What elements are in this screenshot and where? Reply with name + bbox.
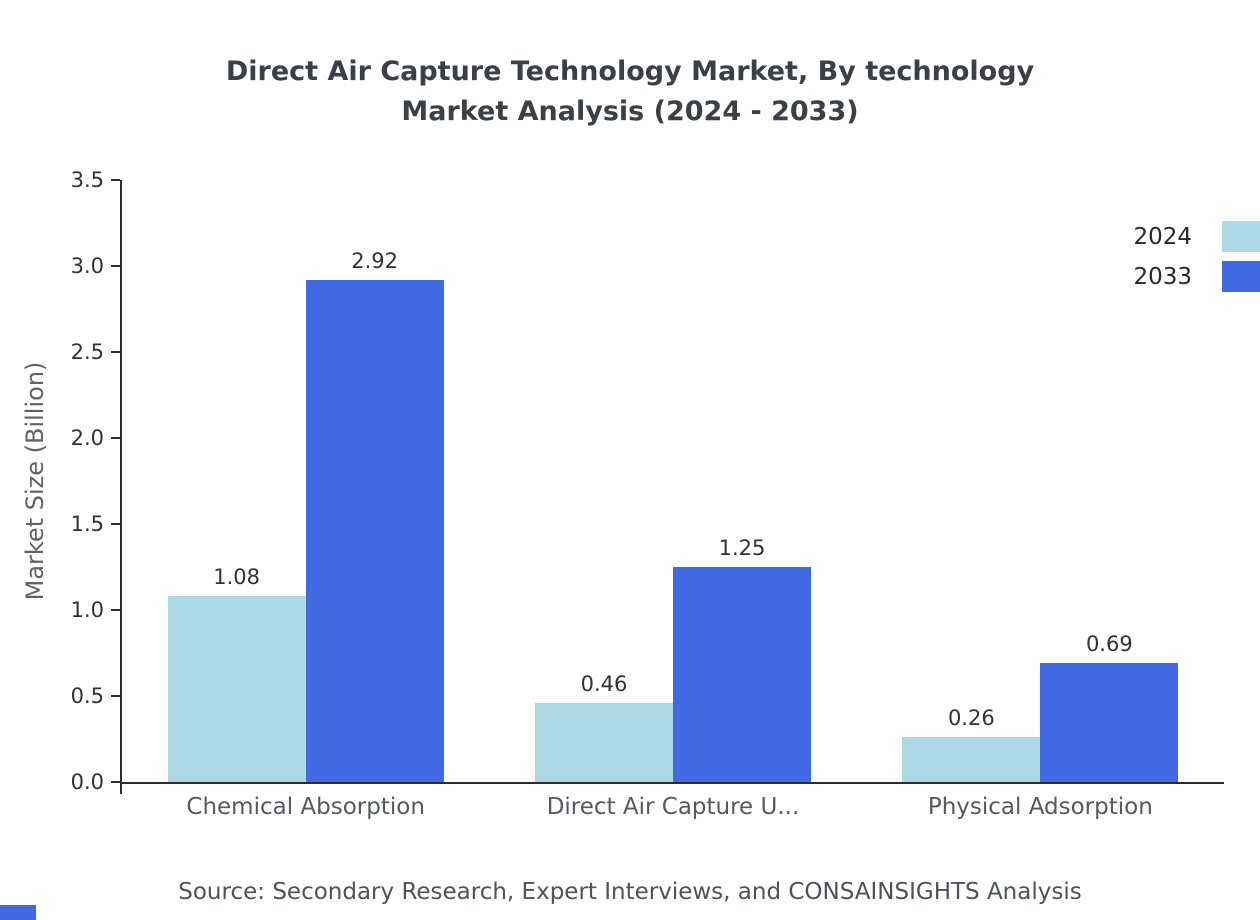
x-category-label: Physical Adsorption — [927, 794, 1153, 820]
legend-item-2024: 2024 — [1133, 221, 1260, 252]
brand-mark — [0, 905, 36, 920]
y-tick-mark — [111, 523, 120, 525]
source-note: Source: Secondary Research, Expert Inter… — [178, 879, 1082, 905]
bar-2033-category-3 — [1040, 663, 1179, 782]
y-tick-mark — [111, 609, 120, 611]
legend-item-2033: 2033 — [1133, 261, 1260, 292]
bar-value-label: 2.92 — [351, 248, 399, 273]
legend-label-2033: 2033 — [1133, 263, 1192, 290]
bar-value-label: 0.46 — [580, 671, 628, 696]
chart-title-line1: Direct Air Capture Technology Market, By… — [225, 56, 1035, 87]
x-category-label: Chemical Absorption — [186, 794, 425, 820]
bar-2024-category-2 — [535, 702, 673, 782]
bar-value-label: 0.26 — [947, 706, 995, 731]
y-tick-mark — [111, 265, 120, 267]
y-axis-title: Market Size (Billion) — [21, 361, 49, 601]
legend-swatch-2033 — [1222, 261, 1260, 292]
y-tick-mark — [111, 781, 120, 783]
y-tick-mark — [111, 351, 120, 353]
legend-swatch-2024 — [1222, 221, 1260, 252]
y-tick-mark — [111, 695, 120, 697]
y-tick-label: 2.5 — [70, 340, 104, 364]
bar-value-label: 1.25 — [718, 536, 766, 560]
bar-2024-category-3 — [902, 737, 1041, 782]
legend-label-2024: 2024 — [1133, 223, 1192, 250]
y-tick-label: 1.5 — [70, 512, 104, 536]
bar-2033-category-2 — [673, 567, 811, 782]
bar-2033-category-1 — [305, 279, 444, 782]
y-tick-mark — [111, 179, 120, 181]
y-tick-label: 1.0 — [70, 598, 104, 622]
bar-value-label: 0.69 — [1085, 632, 1133, 657]
y-tick-mark — [111, 437, 120, 439]
y-tick-label: 3.0 — [70, 254, 104, 278]
bar-2024-category-1 — [167, 596, 306, 782]
chart-title-line2: Market Analysis (2024 - 2033) — [401, 96, 859, 127]
y-tick-label: 0.0 — [70, 770, 104, 794]
x-category-label: Direct Air Capture U... — [546, 794, 800, 820]
y-tick-label: 3.5 — [70, 168, 104, 192]
legend: 2024 2033 — [1133, 221, 1260, 301]
x-axis-corner-tick — [120, 784, 122, 794]
bar-value-label: 1.08 — [213, 565, 261, 590]
y-tick-label: 0.5 — [70, 684, 104, 708]
chart-title: Direct Air Capture Technology Market, By… — [0, 52, 1260, 132]
plot-area: 0.0 0.5 1.0 1.5 2.0 2.5 3.0 3.5 1.08 2.92 0.46 1.2… — [71, 168, 1224, 820]
y-tick-label: 2.0 — [70, 426, 104, 450]
